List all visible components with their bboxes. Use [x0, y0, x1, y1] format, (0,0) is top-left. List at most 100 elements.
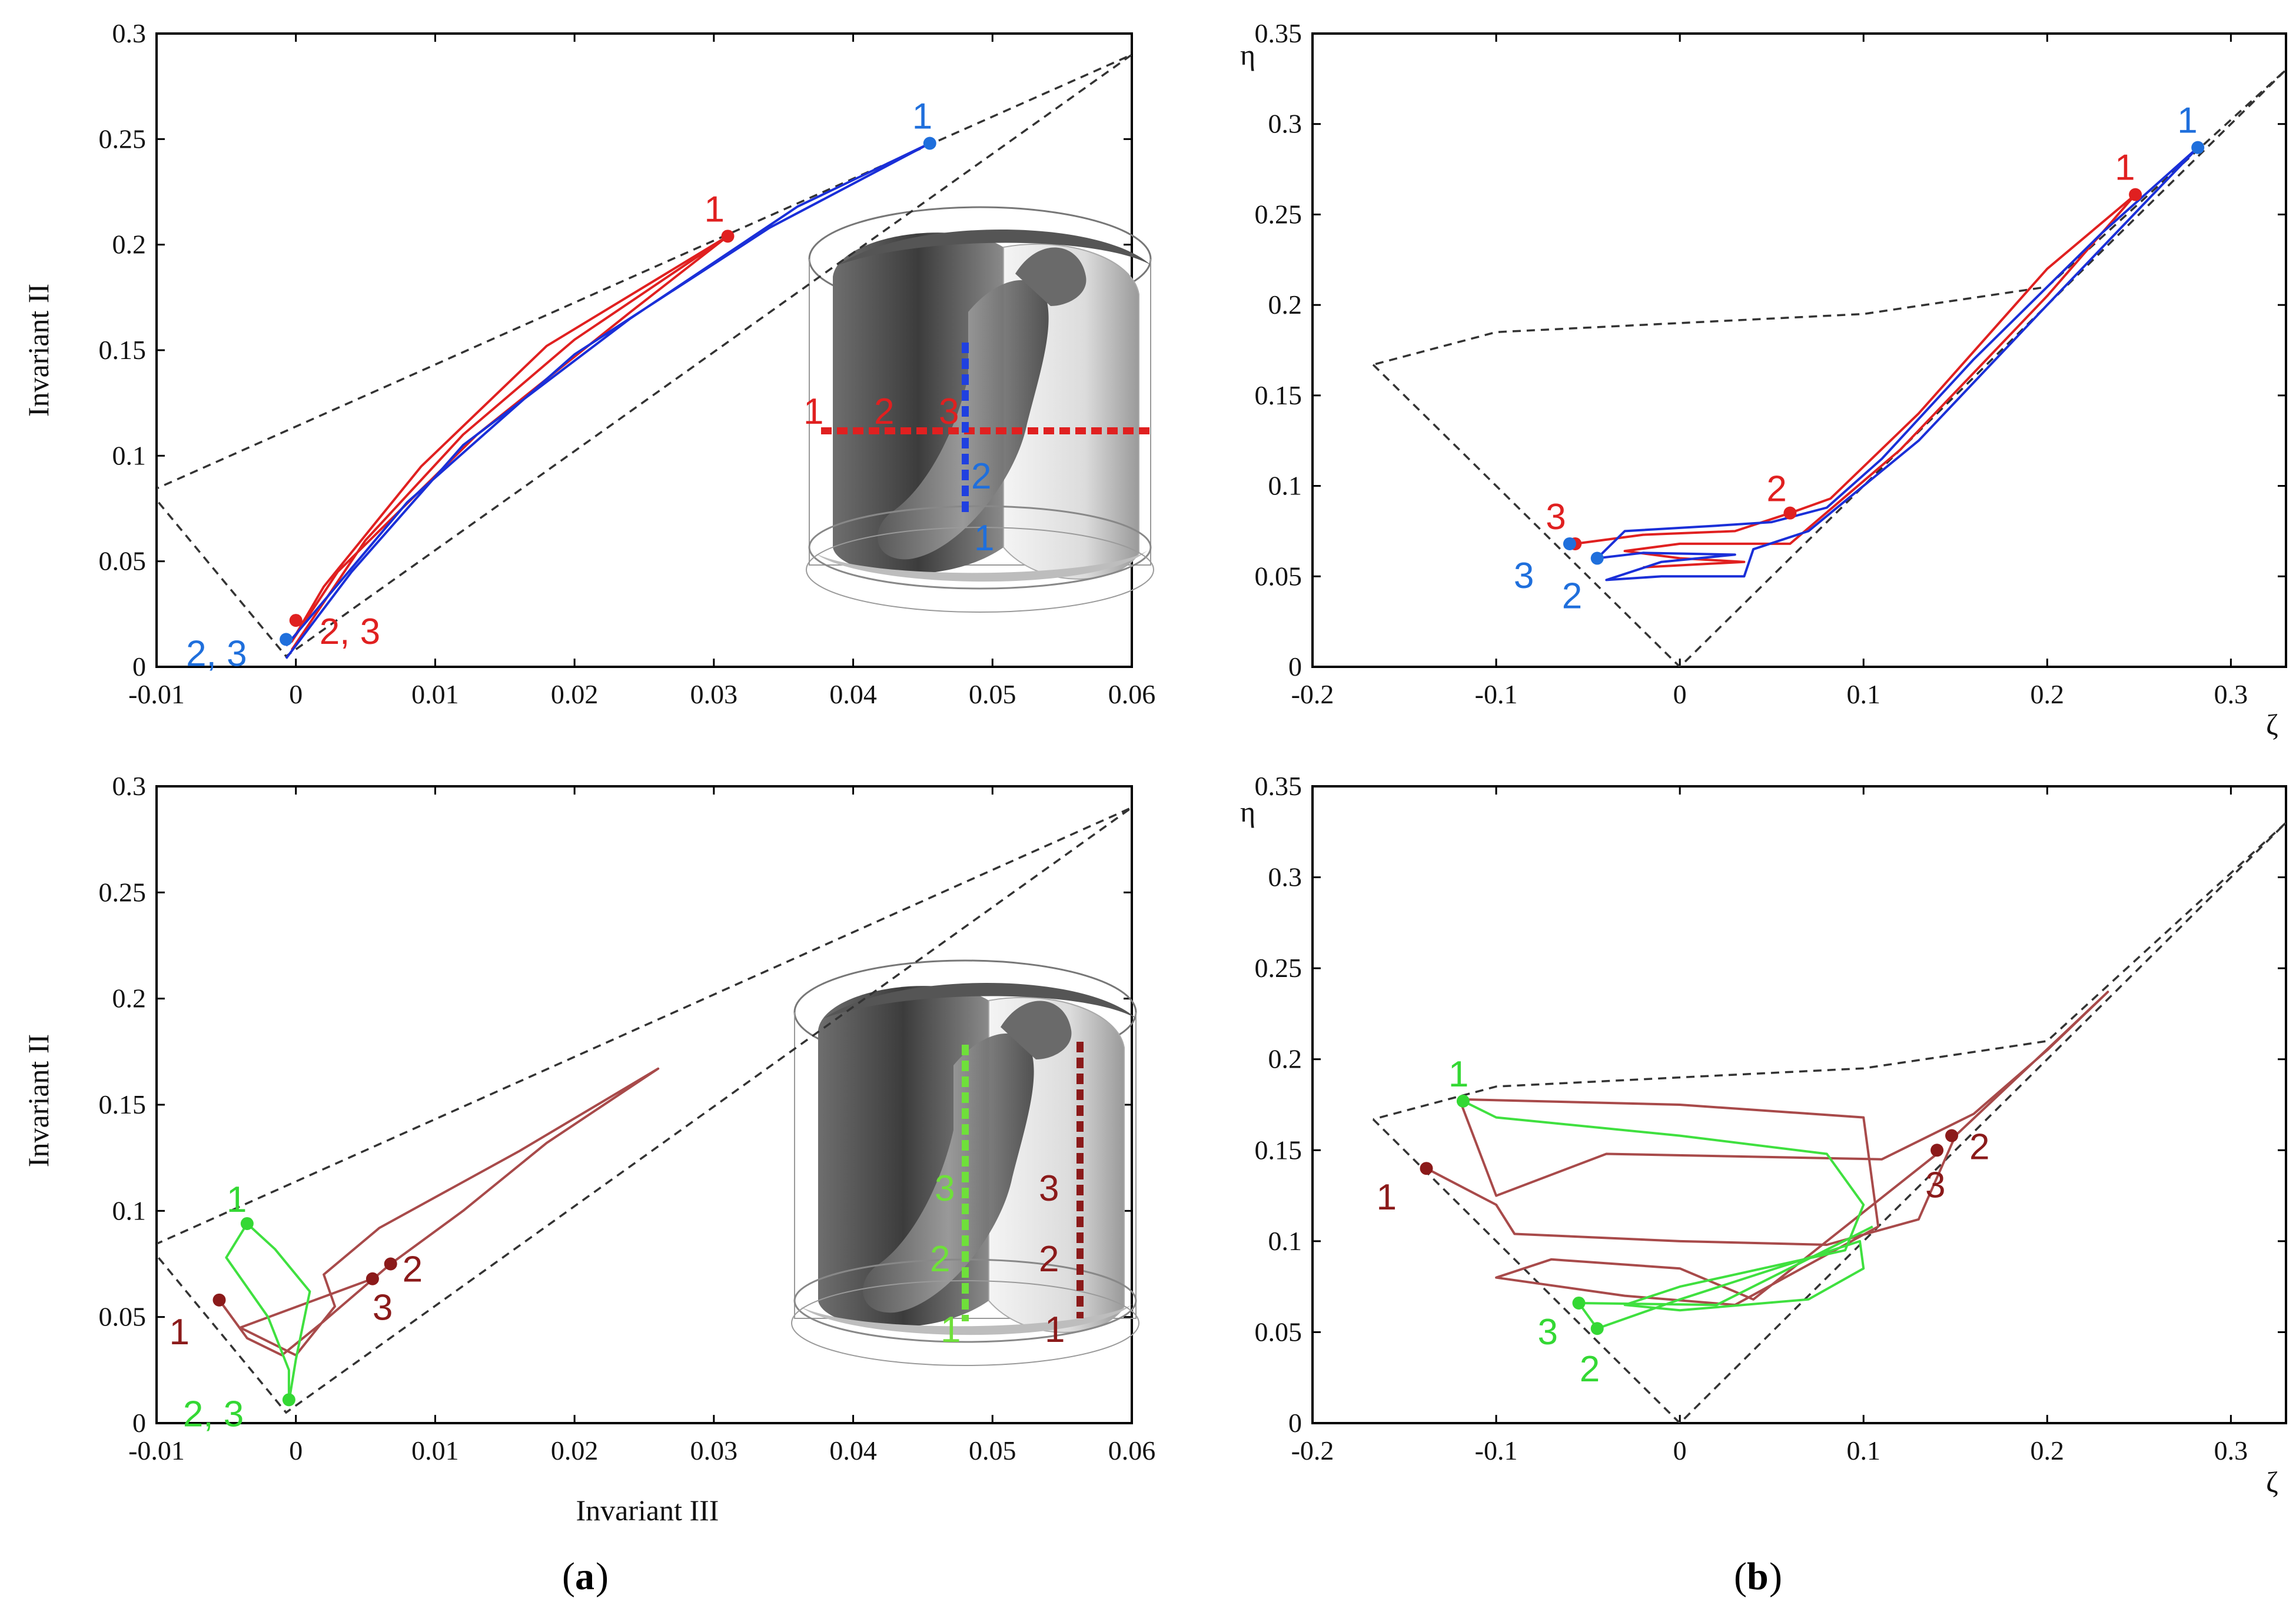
svg-text:): ) [596, 1555, 609, 1598]
x-tick-label: 0.3 [2214, 679, 2248, 709]
x-tick-label: 0.05 [969, 679, 1016, 709]
x-tick-label: 0.04 [829, 1435, 877, 1466]
realizability-boundary [157, 54, 1132, 658]
point-marker [1930, 1144, 1944, 1157]
y-tick-label: 0.35 [1255, 18, 1302, 48]
point-marker [1572, 1296, 1586, 1310]
vortex-inset: 3 2 1 3 2 1 [790, 959, 1140, 1367]
y-ticks: 0 0.05 0.1 0.15 0.2 0.25 0.3 [99, 18, 1132, 682]
panel-label-a: ( a ) [562, 1555, 609, 1598]
x-tick-label: 0.3 [2214, 1435, 2248, 1466]
point-marker [1456, 1094, 1470, 1108]
point-marker [240, 1217, 254, 1230]
y-tick-label: 0.2 [112, 230, 147, 260]
x-tick-label: 0.05 [969, 1435, 1016, 1466]
x-tick-label: 0.02 [551, 1435, 599, 1466]
point-label: 1 [1448, 1054, 1468, 1095]
y-tick-label: 0.1 [1268, 471, 1302, 501]
point-label: 2, 3 [186, 633, 247, 674]
inset-red-label-3: 3 [939, 391, 959, 432]
svg-text:(: ( [1734, 1555, 1747, 1598]
x-axis-label: ζ [2266, 708, 2278, 741]
y-ticks: 0 0.05 0.1 0.15 0.2 0.25 0.3 0.35 [1255, 18, 2286, 682]
y-tick-label: 0.1 [112, 440, 147, 470]
y-tick-label: 0 [1288, 1408, 1302, 1438]
point-marker [280, 633, 293, 646]
point-marker [721, 230, 735, 243]
x-tick-label: -0.01 [128, 679, 185, 709]
x-axis-label: Invariant III [576, 1494, 719, 1527]
point-label: 2 [1969, 1127, 1989, 1168]
x-tick-label: 0.06 [1108, 1435, 1156, 1466]
point-label: 1 [170, 1312, 190, 1353]
series-line-0 [218, 1067, 660, 1357]
y-tick-label: 0.3 [112, 771, 147, 801]
y-tick-label: 0.05 [1255, 1317, 1302, 1347]
inset-green-label-2: 2 [930, 1239, 950, 1280]
inset-red-label-1: 1 [803, 391, 823, 432]
y-tick-label: 0.15 [99, 335, 147, 365]
inset-darkred-label-3: 3 [1039, 1168, 1059, 1209]
x-tick-label: 0 [289, 679, 303, 709]
point-marker [1945, 1129, 1959, 1142]
point-label: 2, 3 [320, 612, 380, 652]
svg-text:(: ( [562, 1555, 575, 1598]
y-tick-label: 0 [132, 1408, 146, 1438]
point-marker [1590, 1322, 1604, 1335]
series-line-1 [1596, 146, 2199, 581]
x-ticks: -0.01 0 0.01 0.02 0.03 0.04 0.05 0.06 [128, 34, 1155, 709]
x-tick-label: 0.02 [551, 679, 599, 709]
x-ticks: -0.2 -0.1 0 0.1 0.2 0.3 [1291, 34, 2248, 709]
x-axis-label: ζ [2266, 1466, 2278, 1498]
point-label: 2 [1580, 1349, 1600, 1390]
y-tick-label: 0 [1288, 652, 1302, 682]
point-label: 3 [1546, 497, 1566, 537]
x-tick-label: -0.2 [1291, 679, 1334, 709]
point-marker [1590, 551, 1604, 565]
y-tick-label: 0.15 [1255, 1135, 1302, 1165]
realizability-boundary [1372, 69, 2286, 667]
plot-frame [1311, 32, 2287, 668]
y-tick-label: 0.25 [1255, 199, 1302, 229]
y-tick-label: 0.05 [99, 546, 147, 576]
point-label: 3 [373, 1288, 393, 1328]
y-axis-label: Invariant II [22, 284, 55, 417]
y-tick-label: 0.3 [1268, 109, 1302, 139]
y-tick-label: 0.25 [99, 877, 147, 907]
y-tick-label: 0.1 [112, 1195, 147, 1225]
y-ticks: 0 0.05 0.1 0.15 0.2 0.25 0.3 [99, 771, 1132, 1438]
plot-area: 1 2, 3 1 2, 3 [157, 54, 1132, 674]
inset-red-label-2: 2 [874, 391, 894, 432]
x-tick-label: -0.1 [1475, 679, 1518, 709]
y-tick-label: 0.15 [99, 1089, 147, 1119]
x-tick-label: 0.01 [411, 1435, 459, 1466]
x-tick-label: 0 [1673, 679, 1687, 709]
y-tick-label: 0.2 [1268, 1044, 1302, 1074]
y-tick-label: 0.3 [112, 18, 147, 48]
point-marker [212, 1293, 226, 1307]
x-tick-label: 0.06 [1108, 679, 1156, 709]
y-ticks: 0 0.05 0.1 0.15 0.2 0.25 0.3 0.35 [1255, 771, 2286, 1438]
point-marker [2129, 188, 2142, 201]
chart-a-bottom: 00.050.10.150.20.250.3 -0.01 0 0.01 0.02 0.0… [22, 771, 1155, 1527]
point-label: 3 [1925, 1165, 1945, 1205]
point-label: 2 [403, 1250, 423, 1290]
point-label: 3 [1538, 1312, 1558, 1353]
point-marker [384, 1257, 397, 1271]
point-label: 2, 3 [183, 1394, 244, 1434]
series-line-1 [225, 1222, 311, 1403]
point-marker [1563, 537, 1576, 550]
chart-b-bottom: 00.050.10.150.20.250.30.35 -0.2 -0.1 0 0.1 0… [1240, 771, 2287, 1498]
series-line-0 [1575, 193, 2137, 569]
point-marker [282, 1393, 295, 1407]
series-line-0 [1426, 991, 2109, 1307]
panel-label-b: ( b ) [1734, 1555, 1782, 1598]
realizability-boundary [1372, 822, 2286, 1423]
x-tick-label: 0.01 [411, 679, 459, 709]
x-tick-label: 0.03 [690, 679, 738, 709]
y-tick-label: 0.2 [1268, 290, 1302, 320]
